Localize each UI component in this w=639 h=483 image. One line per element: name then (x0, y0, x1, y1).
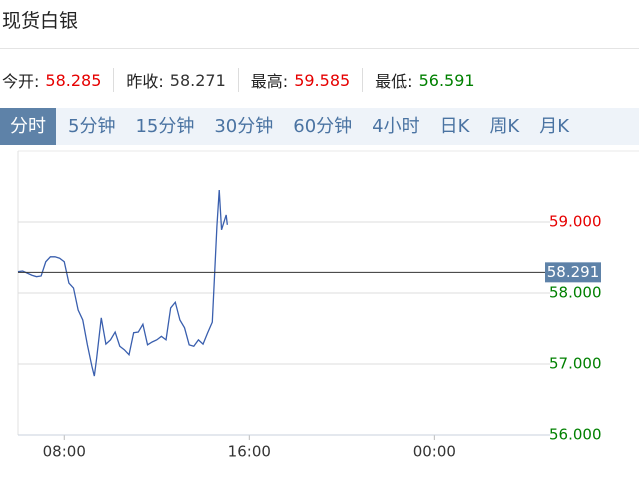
stat: 今开: 58.285 (2, 68, 115, 92)
tab[interactable]: 月K (539, 116, 570, 137)
tab[interactable]: 5分钟 (68, 116, 116, 137)
y-tick-label: 56.000 (549, 426, 602, 444)
y-tick-label: 59.000 (549, 213, 602, 231)
stat-value: 56.591 (418, 70, 475, 90)
x-tick-label: 16:00 (228, 443, 271, 461)
stat: 最低: 56.591 (375, 68, 486, 92)
title: 现货白银 (2, 10, 79, 32)
stat-label: 最高: (250, 72, 289, 91)
stat-label: 今开: (2, 72, 40, 91)
tab[interactable]: 周K (489, 116, 520, 137)
stat: 最高: 59.585 (250, 68, 364, 92)
divider (0, 48, 639, 49)
stats: 今开: 58.285 昨收: 58.271 最高: 59.585 最低: 56.591 (2, 68, 499, 92)
stat-value: 58.285 (45, 70, 102, 90)
y-tick-label: 57.000 (549, 355, 602, 373)
stat: 昨收: 58.271 (126, 68, 239, 92)
price-line (17, 190, 228, 377)
stat-label: 最低: (375, 72, 413, 91)
x-tick-label: 08:00 (43, 443, 86, 461)
tab[interactable]: 60分钟 (293, 116, 353, 137)
current-price-box (545, 262, 601, 283)
x-tick-label: 00:00 (413, 443, 456, 461)
tab[interactable]: 4小时 (372, 116, 420, 137)
tab[interactable]: 30分钟 (214, 116, 274, 137)
current-price-label: 58.291 (547, 263, 600, 281)
tab[interactable]: 日K (439, 116, 470, 137)
stat-label: 昨收: (126, 72, 164, 91)
y-tick-label: 58.000 (549, 284, 602, 302)
tabs: 分时 5分钟 15分钟 30分钟 60分钟 4小时 日K 周K 月K (0, 108, 639, 145)
tab[interactable]: 15分钟 (135, 116, 195, 137)
stat-value: 59.585 (294, 70, 351, 90)
stat-value: 58.271 (169, 70, 226, 90)
tab[interactable]: 分时 (0, 108, 56, 145)
